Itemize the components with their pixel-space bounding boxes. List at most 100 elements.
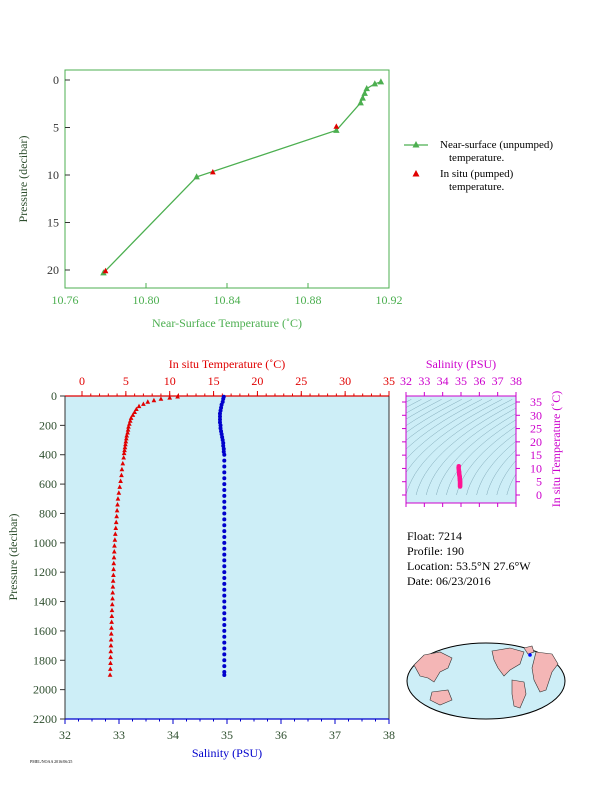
salinity-point: [217, 417, 222, 422]
in-situ-temperature-point: [110, 590, 116, 595]
top-y-tick-label: 0: [53, 73, 59, 87]
salinity-point: [222, 581, 227, 586]
top-x-ticks: 10.76 10.80 10.84 10.88 10.92: [52, 283, 403, 307]
map-land: [413, 645, 559, 709]
salinity-point: [222, 576, 227, 581]
salinity-point: [222, 546, 227, 551]
in-situ-temperature-point: [111, 566, 116, 572]
legend-near-surface-marker: [412, 141, 420, 148]
pressure-tick-label: 200: [39, 418, 57, 432]
top-series-marks: [100, 78, 385, 276]
top-x-tick-label: 10.80: [133, 293, 160, 307]
ts-temperature-tick-label: 5: [536, 475, 542, 489]
salinity-point: [218, 423, 223, 428]
density-contour: [425, 407, 516, 496]
near-surface-point: [363, 84, 370, 92]
salinity-tick-label: 37: [329, 728, 341, 742]
in-situ-temperature-point: [111, 549, 117, 554]
legend-near-surface-label-2: temperature.: [449, 152, 505, 164]
pressure-tick-label: 1200: [33, 565, 57, 579]
top-x-axis-label: Near-Surface Temperature (˚C): [152, 316, 302, 330]
ts-salinity-tick-label: 38: [510, 374, 522, 388]
in-situ-temperature-point: [132, 409, 137, 414]
salinity-tick-label: 36: [275, 728, 287, 742]
top-y-tick-label: 20: [47, 263, 59, 277]
top-y-ticks: 0 5 10 15 20: [47, 73, 70, 277]
in-situ-temperature-point: [109, 601, 115, 607]
ts-temperature-tick-label: 35: [530, 395, 542, 409]
ts-temperature-tick-label: 30: [530, 408, 542, 422]
top-plot-frame: [64, 69, 390, 289]
salinity-tick-label: 32: [59, 728, 71, 742]
temperature-axis-ticks: 0 5 10 15 20 25 30 35: [79, 374, 395, 396]
ts-temperature-tick-label: 0: [536, 488, 542, 502]
in-situ-temperature-point: [119, 466, 125, 472]
in-situ-temperature-point: [125, 427, 131, 432]
near-surface-temperature-chart: 10.76 10.80 10.84 10.88 10.92 0 5 10 15 20 Near-…: [16, 69, 553, 330]
in-situ-temperature-point: [108, 654, 113, 660]
in-situ-temperature-point: [108, 660, 113, 666]
salinity-point: [222, 511, 227, 516]
salinity-point: [222, 628, 227, 633]
salinity-point: [222, 623, 227, 628]
temperature-tick-label: 30: [339, 374, 351, 388]
salinity-tick-label: 38: [383, 728, 395, 742]
in-situ-point: [209, 168, 216, 175]
salinity-point: [222, 664, 227, 669]
near-surface-point: [193, 173, 200, 180]
in-situ-temperature-point: [120, 460, 126, 466]
ts-salinity-tick-label: 35: [455, 374, 467, 388]
float-info: Float: 7214 Profile: 190 Location: 53.5°…: [407, 529, 531, 588]
salinity-point: [222, 476, 227, 481]
in-situ-temperature-point: [110, 596, 115, 601]
salinity-point: [222, 482, 227, 487]
ts-temperature-tick-label: 25: [530, 422, 542, 436]
near-surface-point: [357, 99, 364, 106]
ts-salinity-tick-label: 37: [492, 374, 504, 388]
pressure-tick-label: 400: [39, 448, 57, 462]
pressure-tick-label: 1800: [33, 653, 57, 667]
salinity-point: [222, 464, 227, 469]
in-situ-temperature-point: [108, 637, 114, 642]
ts-salinity-tick-label: 34: [437, 374, 449, 388]
density-contour: [446, 419, 516, 496]
in-situ-temperature-point: [125, 430, 130, 435]
density-contour: [406, 399, 462, 433]
ts-salinity-tick-label: 32: [400, 374, 412, 388]
in-situ-temperature-point: [123, 438, 129, 444]
salinity-point: [222, 587, 227, 592]
salinity-point: [222, 529, 227, 534]
ts-marks: [456, 464, 463, 489]
in-situ-temperature-point: [115, 502, 120, 507]
in-situ-temperature-point: [108, 648, 114, 654]
top-y-axis-label: Pressure (decibar): [16, 136, 30, 223]
salinity-tick-label: 35: [221, 728, 233, 742]
pressure-tick-label: 1000: [33, 536, 57, 550]
in-situ-temperature-point: [107, 666, 113, 671]
in-situ-point: [333, 123, 340, 129]
in-situ-temperature-point: [118, 478, 123, 483]
salinity-point: [221, 446, 226, 451]
salinity-tick-label: 34: [167, 728, 179, 742]
ts-temperature-tick-label: 10: [530, 461, 542, 475]
density-contour: [436, 413, 516, 496]
near-surface-point: [333, 126, 340, 133]
salinity-point: [222, 652, 227, 657]
in-situ-temperature-point: [109, 607, 115, 613]
legend-near-surface-label-1: Near-surface (unpumped): [440, 139, 553, 151]
salinity-point: [222, 646, 227, 651]
in-situ-temperature-point: [113, 525, 119, 530]
near-surface-point: [371, 80, 379, 87]
in-situ-temperature-point: [134, 406, 139, 412]
salinity-point: [222, 611, 227, 616]
legend-in-situ-label-1: In situ (pumped): [440, 168, 514, 180]
salinity-point: [222, 452, 227, 457]
in-situ-temperature-point: [109, 619, 114, 624]
in-situ-temperature-point: [145, 399, 151, 404]
in-situ-temperature-point: [116, 490, 122, 495]
salinity-tick-label: 33: [113, 728, 125, 742]
date: Date: 06/23/2016: [407, 574, 491, 588]
salinity-axis-ticks: 32 33 34 35 36 37 38: [59, 719, 395, 742]
in-situ-temperature-point: [175, 394, 180, 399]
